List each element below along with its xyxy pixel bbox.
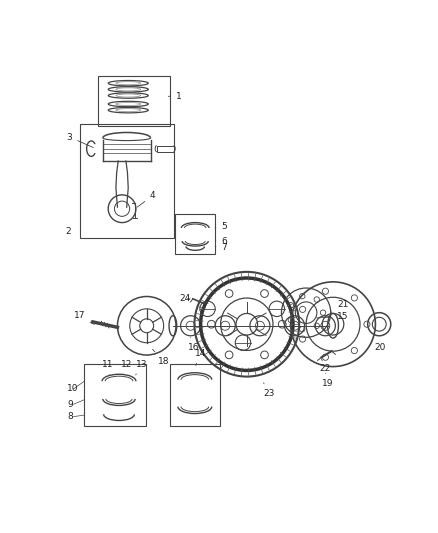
Text: 19: 19 bbox=[321, 373, 333, 388]
Bar bbox=[175, 214, 215, 254]
Text: 21: 21 bbox=[331, 301, 348, 313]
Text: 10: 10 bbox=[67, 384, 79, 393]
Text: 17: 17 bbox=[74, 311, 94, 325]
Bar bbox=[81, 124, 174, 238]
Text: 11: 11 bbox=[102, 360, 113, 374]
Text: 18: 18 bbox=[152, 349, 170, 366]
Text: 8: 8 bbox=[67, 412, 73, 421]
Text: 12: 12 bbox=[120, 360, 132, 374]
Text: 4: 4 bbox=[138, 191, 155, 207]
Text: 1: 1 bbox=[168, 92, 182, 101]
Text: 13: 13 bbox=[136, 360, 148, 375]
Text: 16: 16 bbox=[188, 337, 200, 352]
Bar bbox=[85, 364, 146, 426]
Text: 15: 15 bbox=[317, 312, 348, 321]
Text: 23: 23 bbox=[264, 383, 275, 398]
Text: 22: 22 bbox=[319, 359, 330, 373]
Text: 9: 9 bbox=[67, 400, 73, 409]
Text: 5: 5 bbox=[215, 222, 227, 231]
Text: 3: 3 bbox=[67, 133, 93, 148]
Text: 24: 24 bbox=[179, 294, 190, 303]
Text: 2: 2 bbox=[65, 227, 71, 236]
Text: 20: 20 bbox=[374, 343, 386, 352]
Text: 14: 14 bbox=[195, 349, 206, 366]
Bar bbox=[157, 146, 173, 152]
Bar bbox=[170, 364, 220, 426]
Text: 6: 6 bbox=[215, 237, 227, 246]
Bar bbox=[98, 76, 170, 126]
Text: 7: 7 bbox=[215, 244, 227, 253]
